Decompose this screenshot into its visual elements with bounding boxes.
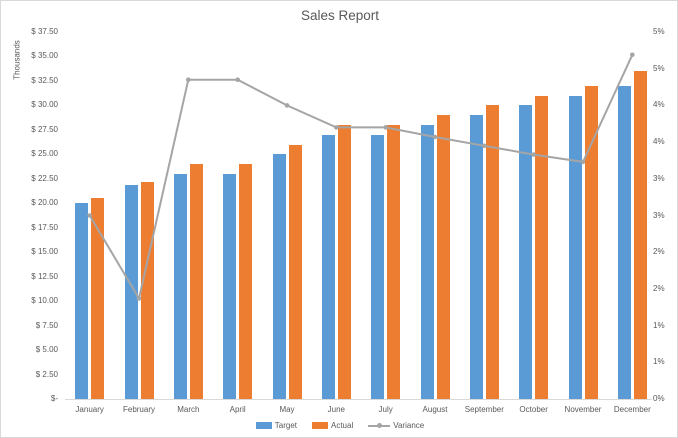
target-bar-april <box>223 173 237 399</box>
actual-bar-june <box>337 124 351 399</box>
variance-marker-december <box>630 52 635 58</box>
x-axis-label-december: December <box>613 405 651 414</box>
left-axis-tick: $ 35.00 <box>31 51 58 61</box>
actual-bar-august <box>436 115 450 399</box>
variance-marker-july <box>383 125 389 130</box>
actual-swatch-icon <box>312 422 328 429</box>
x-axis-label-march: March <box>177 405 200 414</box>
target-bar-march <box>173 173 187 399</box>
target-bar-august <box>420 124 434 399</box>
x-axis-label-november: November <box>564 405 602 414</box>
actual-bar-december <box>633 71 647 399</box>
target-bar-january <box>75 203 89 399</box>
variance-line-icon <box>368 422 391 429</box>
x-axis-label-may: May <box>279 405 295 414</box>
target-bar-february <box>124 184 138 399</box>
variance-marker-february <box>136 296 142 301</box>
target-bar-may <box>272 154 286 399</box>
left-axis-tick: $ 32.50 <box>31 75 58 85</box>
legend-item-target: Target <box>255 421 297 430</box>
target-bar-july <box>371 134 385 399</box>
target-bar-november <box>568 95 582 399</box>
legend-item-actual: Actual <box>312 421 353 430</box>
target-bar-october <box>519 105 533 399</box>
legend-item-variance: Variance <box>368 421 424 430</box>
target-bar-september <box>469 115 483 399</box>
left-axis-tick: $ 20.00 <box>31 198 58 208</box>
right-axis-tick: 2% <box>653 283 665 293</box>
right-axis-tick: 3% <box>653 173 665 183</box>
variance-marker-may <box>284 103 290 108</box>
x-axis-line <box>65 399 652 400</box>
x-axis-label-january: January <box>75 405 104 414</box>
x-axis-label-july: July <box>378 405 393 414</box>
target-swatch-icon <box>255 422 272 429</box>
right-axis-tick: 1% <box>653 357 665 367</box>
x-axis-label-june: June <box>327 405 345 414</box>
chart-title: Sales Report <box>300 8 380 23</box>
right-axis-tick: 1% <box>653 320 665 330</box>
plot-area <box>65 32 657 399</box>
actual-bar-november <box>584 85 598 399</box>
left-axis-tick: $ 10.00 <box>31 296 58 306</box>
actual-bar-february <box>140 181 154 399</box>
x-axis-label-september: September <box>464 405 504 414</box>
legend: Target Actual Variance <box>1 421 677 430</box>
left-axis-tick: $ 7.50 <box>35 320 58 330</box>
right-axis-tick: 4% <box>653 100 665 110</box>
x-axis-label-february: February <box>122 405 155 414</box>
left-axis-tick: $ 37.50 <box>31 27 58 36</box>
variance-marker-november <box>580 159 586 165</box>
variance-marker-june <box>334 125 339 130</box>
x-axis-label-august: August <box>422 405 448 414</box>
variance-line <box>88 54 634 302</box>
x-axis-label-april: April <box>229 405 246 414</box>
right-axis-tick: 0% <box>653 394 665 403</box>
actual-bar-march <box>189 164 203 399</box>
left-axis-tick: $ 22.50 <box>31 173 58 183</box>
left-axis-tick: $ 30.00 <box>31 100 58 110</box>
variance-marker-october <box>531 152 536 157</box>
right-axis-tick: 2% <box>653 247 665 257</box>
target-bar-june <box>321 134 335 399</box>
variance-marker-january <box>87 213 92 218</box>
left-axis-tick: $ 2.50 <box>35 369 58 379</box>
legend-label-target: Target <box>274 421 297 430</box>
left-axis-tick: $ 17.50 <box>31 222 58 232</box>
variance-line-layer <box>87 52 635 302</box>
left-axis-tick: $ 12.50 <box>31 271 58 281</box>
legend-label-actual: Actual <box>331 421 354 430</box>
left-axis-tick: $ 15.00 <box>31 247 58 257</box>
variance-marker-august <box>432 134 438 140</box>
actual-bar-october <box>535 95 549 399</box>
right-axis-tick: 5% <box>653 63 665 73</box>
left-axis-tick: $- <box>50 394 58 403</box>
variance-marker-march <box>186 77 191 82</box>
x-axis-label-october: October <box>519 405 548 414</box>
actual-bar-may <box>288 144 302 399</box>
right-axis-tick: 3% <box>653 210 665 220</box>
actual-bar-september <box>485 105 499 399</box>
left-axis-tick: $ 25.00 <box>31 149 58 159</box>
actual-bar-january <box>91 198 105 399</box>
actual-bar-july <box>387 124 401 399</box>
variance-marker-april <box>235 77 240 82</box>
legend-label-variance: Variance <box>393 421 425 430</box>
left-axis-tick: $ 27.50 <box>31 124 58 134</box>
variance-marker-september <box>482 143 487 149</box>
target-bar-december <box>617 85 631 399</box>
right-axis-tick: 4% <box>653 137 665 147</box>
left-axis-tick: $ 5.00 <box>35 345 58 355</box>
actual-bar-april <box>239 164 253 399</box>
right-axis-tick: 5% <box>653 27 665 36</box>
